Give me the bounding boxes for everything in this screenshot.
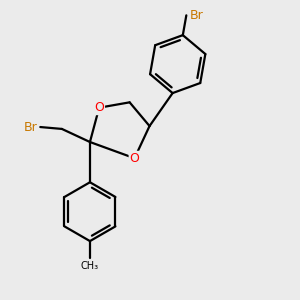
Text: Br: Br — [23, 121, 37, 134]
Text: O: O — [130, 152, 140, 165]
Text: CH₃: CH₃ — [81, 261, 99, 271]
Text: O: O — [94, 101, 104, 114]
Text: Br: Br — [190, 9, 204, 22]
